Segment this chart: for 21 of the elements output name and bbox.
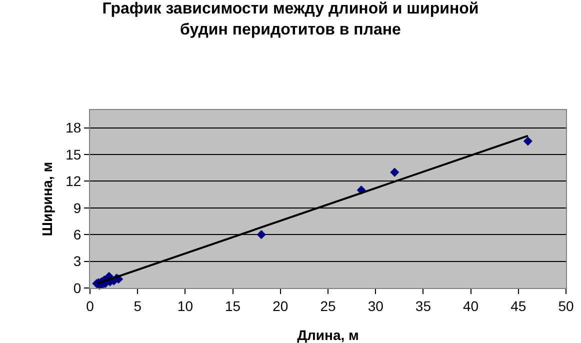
x-tick-label: 35	[415, 298, 432, 314]
y-tick-label: 15	[66, 146, 82, 162]
chart-title: График зависимости между длиной и шириной будин перидотитов в плане	[102, 0, 479, 39]
x-tick-label: 15	[225, 298, 241, 314]
y-axis-title: Ширина, м	[39, 162, 55, 236]
x-tick-label: 0	[86, 298, 94, 314]
y-tick-label: 9	[73, 200, 82, 216]
y-tick-label: 12	[66, 173, 82, 190]
x-tick-label: 40	[463, 298, 479, 314]
x-tick-label: 5	[134, 298, 142, 314]
x-tick-label: 30	[368, 298, 384, 314]
y-tick-label: 3	[73, 253, 82, 270]
x-tick-label: 10	[177, 298, 194, 314]
x-tick-label: 20	[272, 298, 288, 314]
x-tick-label: 50	[558, 298, 574, 314]
y-tick-label: 18	[66, 120, 82, 136]
x-tick-label: 45	[510, 298, 526, 314]
x-axis-title: Длина, м	[297, 327, 359, 343]
y-tick-label: 0	[73, 280, 82, 296]
y-tick-label: 6	[73, 226, 82, 242]
x-tick-label: 25	[320, 298, 336, 314]
